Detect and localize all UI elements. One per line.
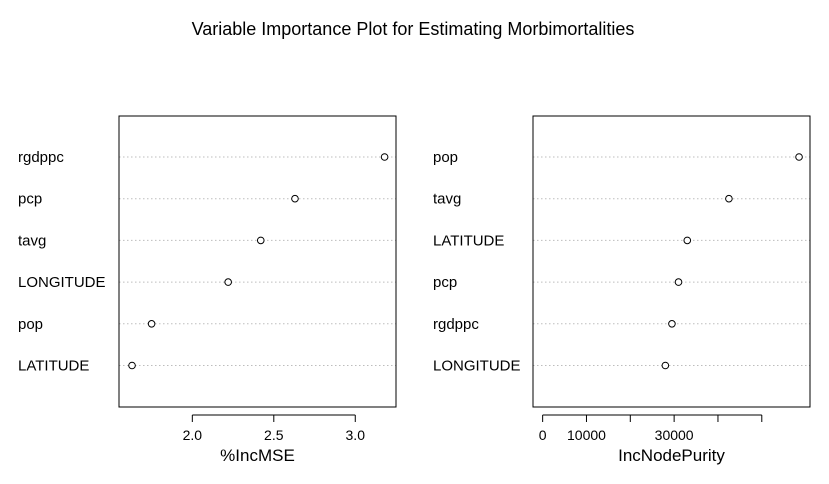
category-label: pcp bbox=[18, 191, 42, 208]
plot-frame bbox=[532, 115, 811, 408]
data-point bbox=[291, 194, 299, 203]
data-point bbox=[668, 320, 676, 328]
data-point bbox=[683, 236, 692, 245]
data-point bbox=[147, 320, 156, 328]
data-point bbox=[725, 194, 733, 203]
dotchart-incnodepurity: pop tavg LATITUDE pcp rgdppc LONGITUDE 0 10000 3… bbox=[433, 115, 811, 465]
category-label: tavg bbox=[433, 191, 461, 208]
category-label: tavg bbox=[18, 232, 46, 249]
data-point bbox=[380, 153, 389, 161]
category-label: pcp bbox=[433, 274, 457, 291]
category-label: pop bbox=[433, 149, 458, 166]
data-point bbox=[674, 278, 683, 286]
x-tick-label: 0 bbox=[539, 427, 547, 443]
x-axis-title: IncNodePurity bbox=[618, 446, 725, 465]
category-label: rgdppc bbox=[433, 316, 479, 333]
data-point bbox=[128, 361, 136, 370]
category-label: LATITUDE bbox=[433, 232, 504, 249]
category-label: LONGITUDE bbox=[18, 274, 106, 291]
x-tick-label: 30000 bbox=[655, 427, 694, 443]
data-point bbox=[661, 361, 670, 370]
category-label: LATITUDE bbox=[18, 358, 89, 375]
x-axis-title: %IncMSE bbox=[220, 446, 295, 465]
x-tick-label: 2.5 bbox=[264, 427, 284, 443]
category-label: rgdppc bbox=[18, 149, 64, 166]
plot-frame bbox=[118, 115, 397, 408]
category-label: LONGITUDE bbox=[433, 358, 521, 375]
dotchart-incmse: rgdppc pcp tavg LONGITUDE pop LATITUDE 2.0 2.5 3… bbox=[18, 115, 397, 465]
data-point bbox=[795, 153, 803, 161]
x-tick-label: 3.0 bbox=[346, 427, 366, 443]
category-label: pop bbox=[18, 316, 43, 333]
x-tick-label: 2.0 bbox=[183, 427, 203, 443]
data-point bbox=[256, 236, 265, 245]
data-point bbox=[224, 278, 232, 286]
x-tick-label: 10000 bbox=[567, 427, 606, 443]
chart-title: Variable Importance Plot for Estimating … bbox=[192, 19, 635, 39]
